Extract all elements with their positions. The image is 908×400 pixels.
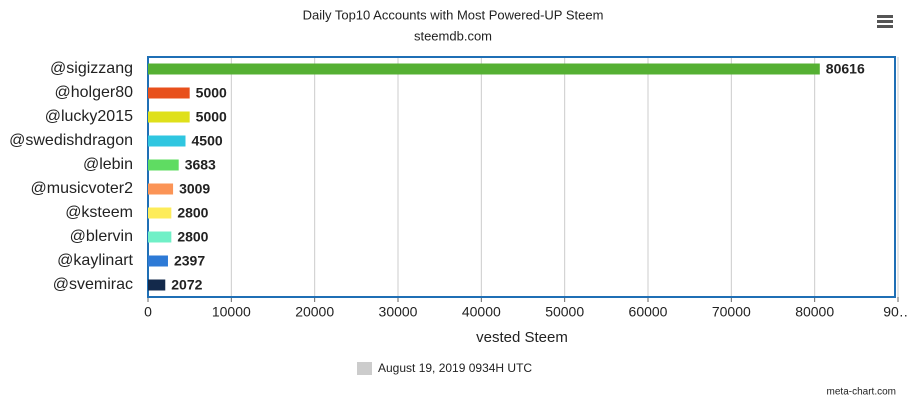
x-tick-label: 0 — [144, 304, 152, 320]
menu-line — [877, 25, 893, 28]
bar — [148, 255, 168, 267]
data-label: 4500 — [192, 133, 223, 149]
bar — [148, 111, 190, 123]
x-axis-label: vested Steem — [476, 329, 568, 346]
y-tick-label: @holger80 — [54, 84, 133, 101]
x-tick-label: 30000 — [379, 304, 418, 320]
y-tick-label: @svemirac — [53, 276, 133, 293]
legend-label: August 19, 2019 0934H UTC — [378, 361, 532, 375]
y-tick-label: @blervin — [70, 228, 133, 245]
y-tick-label: @musicvoter2 — [31, 180, 134, 197]
bar — [148, 183, 174, 195]
x-tick-label: 70000 — [712, 304, 751, 320]
y-tick-label: @sigizzang — [50, 60, 133, 77]
x-tick-label: 80000 — [795, 304, 834, 320]
legend-swatch — [357, 362, 372, 375]
bar — [148, 159, 179, 171]
y-tick-label: @lucky2015 — [45, 108, 133, 125]
bar — [148, 279, 166, 291]
y-tick-label: @kaylinart — [57, 252, 133, 269]
y-tick-label: @swedishdragon — [9, 132, 133, 149]
data-label: 3683 — [185, 157, 216, 173]
data-label: 5000 — [196, 85, 227, 101]
bar — [148, 87, 190, 99]
menu-line — [877, 20, 893, 23]
chart-subtitle: steemdb.com — [414, 28, 492, 43]
plot-border — [147, 56, 896, 298]
x-tick-label: 50000 — [545, 304, 584, 320]
bar — [148, 135, 186, 147]
x-tick-label: 60000 — [629, 304, 668, 320]
menu-line — [877, 15, 893, 18]
data-label: 5000 — [196, 109, 227, 125]
data-label: 2072 — [171, 277, 202, 293]
menu-button[interactable] — [877, 15, 893, 28]
y-tick-label: @lebin — [83, 156, 133, 173]
x-tick-label: 10000 — [212, 304, 251, 320]
data-label: 80616 — [826, 61, 865, 77]
bar — [148, 63, 820, 75]
data-label: 2397 — [174, 253, 205, 269]
x-tick-label: 90… — [883, 304, 908, 320]
data-label: 2800 — [177, 229, 208, 245]
y-tick-label: @ksteem — [65, 204, 133, 221]
data-label: 2800 — [177, 205, 208, 221]
x-tick-label: 20000 — [295, 304, 334, 320]
bar — [148, 231, 172, 243]
x-tick-label: 40000 — [462, 304, 501, 320]
data-label: 3009 — [179, 181, 210, 197]
chart-title: Daily Top10 Accounts with Most Powered-U… — [303, 7, 604, 22]
bar — [148, 207, 172, 219]
credit: meta-chart.com — [827, 387, 896, 398]
